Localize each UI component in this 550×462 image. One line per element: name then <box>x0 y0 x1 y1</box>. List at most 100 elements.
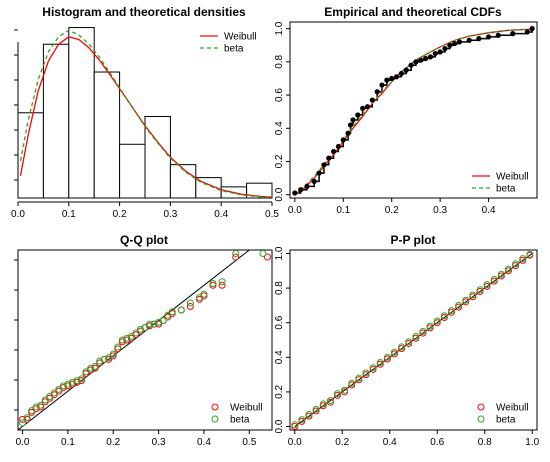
empirical-cdf-point <box>398 70 404 77</box>
qq-point-beta <box>55 385 63 393</box>
qq-point-beta <box>82 368 90 376</box>
qq-point-beta <box>218 278 226 286</box>
qq-point-beta <box>100 355 108 363</box>
y-tick-label: 1.0 <box>274 21 285 35</box>
qq-point-beta <box>105 354 113 362</box>
qq-point-beta <box>200 290 208 298</box>
empirical-cdf-point <box>304 183 310 189</box>
histogram-title: Histogram and theoretical densities <box>42 5 246 19</box>
pp-point-beta <box>341 386 349 394</box>
empirical-cdf-point <box>347 122 354 128</box>
y-tick-label: 0.6 <box>274 88 285 102</box>
x-tick-label: 0.3 <box>163 209 177 220</box>
pp-point-beta <box>426 322 434 330</box>
pp-point-beta <box>490 275 498 283</box>
histogram-bar <box>42 43 70 199</box>
y-tick-label: 0.4 <box>274 350 285 364</box>
qq-point-beta <box>96 357 104 365</box>
empirical-cdf-point <box>355 112 361 118</box>
empirical-cdf-point <box>298 187 304 193</box>
empirical-cdf-point <box>360 105 366 111</box>
x-tick-label: 0.5 <box>242 437 256 448</box>
y-tick-label: 0.4 <box>274 121 285 135</box>
pp-point-beta <box>455 301 463 309</box>
empirical-cdf-point <box>311 178 317 184</box>
pp-point-beta <box>376 359 384 366</box>
histogram-bar <box>119 143 146 199</box>
qq-point-beta <box>168 308 176 316</box>
qq-point-beta <box>146 320 154 328</box>
legend-label-weibull: Weibull <box>496 403 529 414</box>
y-tick-label: 0.2 <box>274 154 285 168</box>
empirical-cdf-point <box>423 55 429 62</box>
x-tick-label: 0.6 <box>430 437 444 448</box>
pp-point-beta <box>319 400 327 408</box>
qq-plot-frame <box>17 249 273 431</box>
x-tick-label: 0.2 <box>335 437 349 448</box>
pp-point-beta <box>405 338 413 346</box>
legend-label-beta: beta <box>224 44 244 55</box>
y-tick-label: 0.0 <box>274 419 285 433</box>
x-tick-label: 0.4 <box>482 205 496 216</box>
panel-pp: P-P plot 0.0 0.2 0.4 0.6 0.8 1.0 0.0 0.2 0.4 0.6 0… <box>274 233 540 448</box>
panel-histogram: Histogram and theoretical densities 0.0 0… <box>11 5 279 220</box>
qq-point-beta <box>46 392 54 400</box>
x-tick-label: 0.5 <box>265 209 279 220</box>
empirical-cdf-point <box>476 36 482 42</box>
pp-point-beta <box>298 416 306 424</box>
empirical-cdf-point <box>292 190 298 196</box>
legend-marker <box>211 415 219 423</box>
empirical-cdf-point <box>340 137 346 143</box>
qq-point-beta <box>159 317 167 325</box>
qq-point-beta <box>118 336 126 344</box>
pp-point-beta <box>462 296 470 304</box>
qq-point-beta <box>32 403 40 411</box>
qq-point-beta <box>114 343 122 351</box>
y-tick-label: 0.8 <box>274 281 285 295</box>
empirical-cdf-point <box>350 117 356 123</box>
x-tick-label: 0.4 <box>383 437 397 448</box>
qq-title: Q-Q plot <box>120 233 168 247</box>
qq-point-beta <box>209 280 217 288</box>
pp-point-beta <box>476 286 484 294</box>
pp-point-beta <box>440 312 448 320</box>
pp-point-beta <box>334 390 341 398</box>
pp-point-beta <box>412 333 420 341</box>
qq-point-beta <box>186 299 194 307</box>
y-tick-label: 0.6 <box>274 315 285 329</box>
x-tick-label: 0.0 <box>288 437 302 448</box>
x-tick-label: 0.0 <box>288 205 302 216</box>
qq-point-weibull <box>232 253 240 261</box>
qq-point-beta <box>150 320 158 328</box>
empirical-cdf-point <box>384 77 390 83</box>
x-tick-label: 0.4 <box>214 209 228 220</box>
qq-point-beta <box>41 396 49 404</box>
pp-point-beta <box>419 327 427 335</box>
histogram-bar <box>93 71 121 199</box>
x-tick-label: 0.4 <box>197 437 211 448</box>
pp-point-beta <box>433 317 441 325</box>
x-tick-label: 0.2 <box>106 437 120 448</box>
empirical-cdf-point <box>326 155 332 161</box>
pp-point-beta <box>305 410 313 418</box>
empirical-cdf-point <box>364 104 371 110</box>
pp-point-beta <box>291 421 299 429</box>
qq-point-beta <box>136 325 144 333</box>
qq-point-weibull <box>218 281 226 289</box>
empirical-cdf-point <box>442 45 448 52</box>
x-tick-label: 0.1 <box>62 209 76 220</box>
theoretical-cdf-beta <box>294 28 533 196</box>
pp-title: P-P plot <box>390 233 435 247</box>
pp-point-beta <box>312 405 320 413</box>
empirical-cdf-point <box>369 97 375 103</box>
legend-label-beta: beta <box>496 415 516 426</box>
empirical-cdf-point <box>335 143 342 150</box>
pp-point-beta <box>391 348 398 356</box>
x-tick-label: 0.3 <box>433 205 447 216</box>
x-tick-label: 0.0 <box>11 209 25 220</box>
qq-point-beta <box>73 377 81 385</box>
empirical-cdf-point <box>524 29 530 35</box>
histogram-bar <box>68 27 95 199</box>
pp-point-beta <box>519 255 527 263</box>
